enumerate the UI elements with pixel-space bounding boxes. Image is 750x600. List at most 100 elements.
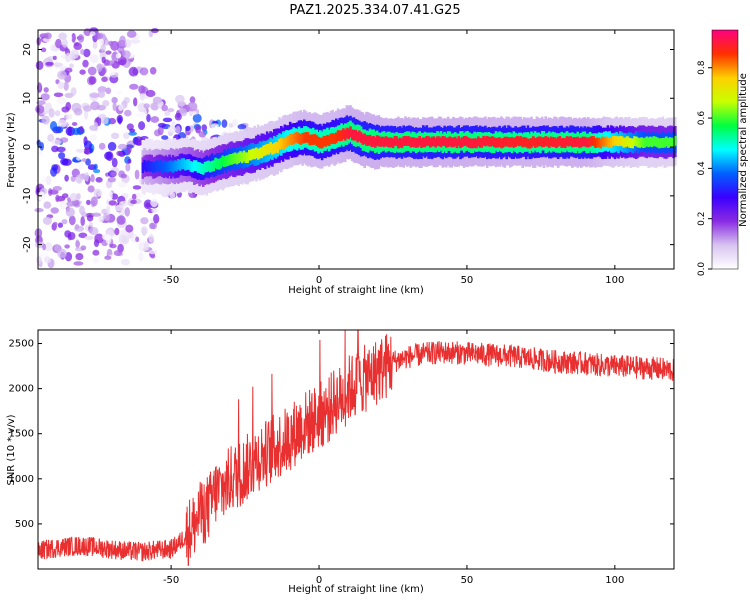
ridge-segment xyxy=(523,136,526,147)
speckle xyxy=(58,152,66,160)
y-tick-label: 1500 xyxy=(9,429,34,440)
ridge-segment xyxy=(425,136,429,146)
speckle xyxy=(75,174,83,184)
speckle xyxy=(100,44,106,52)
speckle xyxy=(118,104,124,111)
ridge-segment xyxy=(601,136,604,147)
speckle xyxy=(139,67,149,76)
speckle xyxy=(64,230,72,238)
speckle xyxy=(129,83,139,90)
speckle xyxy=(97,90,106,98)
ridge-segment xyxy=(319,137,322,149)
ridge-segment xyxy=(503,136,507,147)
speckle xyxy=(175,125,181,134)
ridge-segment xyxy=(452,137,455,148)
ridge-segment xyxy=(528,138,532,149)
speckle xyxy=(65,101,71,111)
ridge-segment xyxy=(244,152,248,164)
speckle xyxy=(67,126,73,136)
ridge-segment xyxy=(535,137,539,148)
ridge-segment xyxy=(248,149,251,161)
speckle xyxy=(150,198,159,208)
ridge-segment xyxy=(572,137,576,147)
ridge-segment xyxy=(205,161,208,172)
ridge-segment xyxy=(640,137,643,148)
ridge-segment xyxy=(280,138,283,149)
speckle xyxy=(104,255,112,260)
ridge-segment xyxy=(542,137,546,147)
spectrogram-x-ticks: -50 0 50 100 xyxy=(163,30,624,286)
speckle xyxy=(54,110,61,117)
ridge-segment xyxy=(530,138,533,148)
speckle xyxy=(124,109,132,117)
speckle xyxy=(75,239,80,249)
ridge-segment xyxy=(194,160,198,171)
speckle xyxy=(195,125,202,134)
ridge-segment xyxy=(148,161,152,172)
ridge-segment xyxy=(384,136,388,146)
ridge-segment xyxy=(159,159,162,171)
speckle xyxy=(64,92,74,98)
ridge-segment xyxy=(581,136,585,147)
speckle xyxy=(57,70,67,80)
speckle xyxy=(157,122,166,128)
ridge-segment xyxy=(161,162,164,174)
speckle xyxy=(105,234,112,245)
speckle xyxy=(151,208,158,213)
speckle xyxy=(108,200,117,206)
ridge-segment xyxy=(441,136,445,146)
x-tick-label: 0 xyxy=(316,575,322,586)
ridge-segment xyxy=(228,154,232,165)
speckle xyxy=(109,59,115,65)
speckle xyxy=(55,194,60,203)
ridge-segment xyxy=(196,162,200,173)
speckle xyxy=(95,177,103,183)
ridge-segment xyxy=(544,136,547,146)
speckle xyxy=(189,111,197,116)
ridge-segment xyxy=(462,136,466,146)
speckle xyxy=(98,38,104,46)
ridge-segment xyxy=(659,138,663,148)
speckle xyxy=(98,142,106,150)
ridge-segment xyxy=(365,135,368,146)
ridge-segment xyxy=(372,136,375,147)
ridge-segment xyxy=(670,137,674,148)
speckle xyxy=(125,224,134,233)
speckle xyxy=(73,107,83,116)
ridge-segment xyxy=(168,160,171,172)
ridge-segment xyxy=(212,160,216,171)
ridge-segment xyxy=(294,132,297,144)
ridge-segment xyxy=(437,136,441,147)
ridge-segment xyxy=(485,135,489,146)
speckle xyxy=(108,40,114,47)
ridge-segment xyxy=(594,138,597,148)
speckle xyxy=(89,54,99,64)
ridge-segment xyxy=(354,129,358,141)
ridge-segment xyxy=(432,136,436,147)
ridge-segment xyxy=(446,137,450,148)
ridge-segment xyxy=(411,137,414,147)
speckle xyxy=(65,113,73,120)
ridge-segment xyxy=(292,133,295,145)
y-tick-label: 20 xyxy=(22,43,33,56)
speckle xyxy=(69,63,74,69)
speckle xyxy=(102,100,110,107)
ridge-segment xyxy=(647,137,650,148)
ridge-segment xyxy=(152,162,155,174)
ridge-segment xyxy=(141,162,145,174)
speckle xyxy=(43,201,52,209)
speckle xyxy=(106,205,111,216)
ridge-segment xyxy=(553,137,556,147)
ridge-segment xyxy=(258,147,262,159)
speckle xyxy=(74,224,80,230)
spectrogram-frame xyxy=(37,29,675,270)
ridge-segment xyxy=(537,136,540,147)
ridge-segment xyxy=(393,135,397,146)
snr-series-line xyxy=(37,330,675,566)
speckle xyxy=(58,32,67,40)
ridge-segment xyxy=(613,135,617,146)
x-tick-label: 50 xyxy=(461,275,474,286)
ridge-segment xyxy=(642,138,645,148)
ridge-segment xyxy=(175,160,178,172)
ridge-segment xyxy=(295,132,299,143)
